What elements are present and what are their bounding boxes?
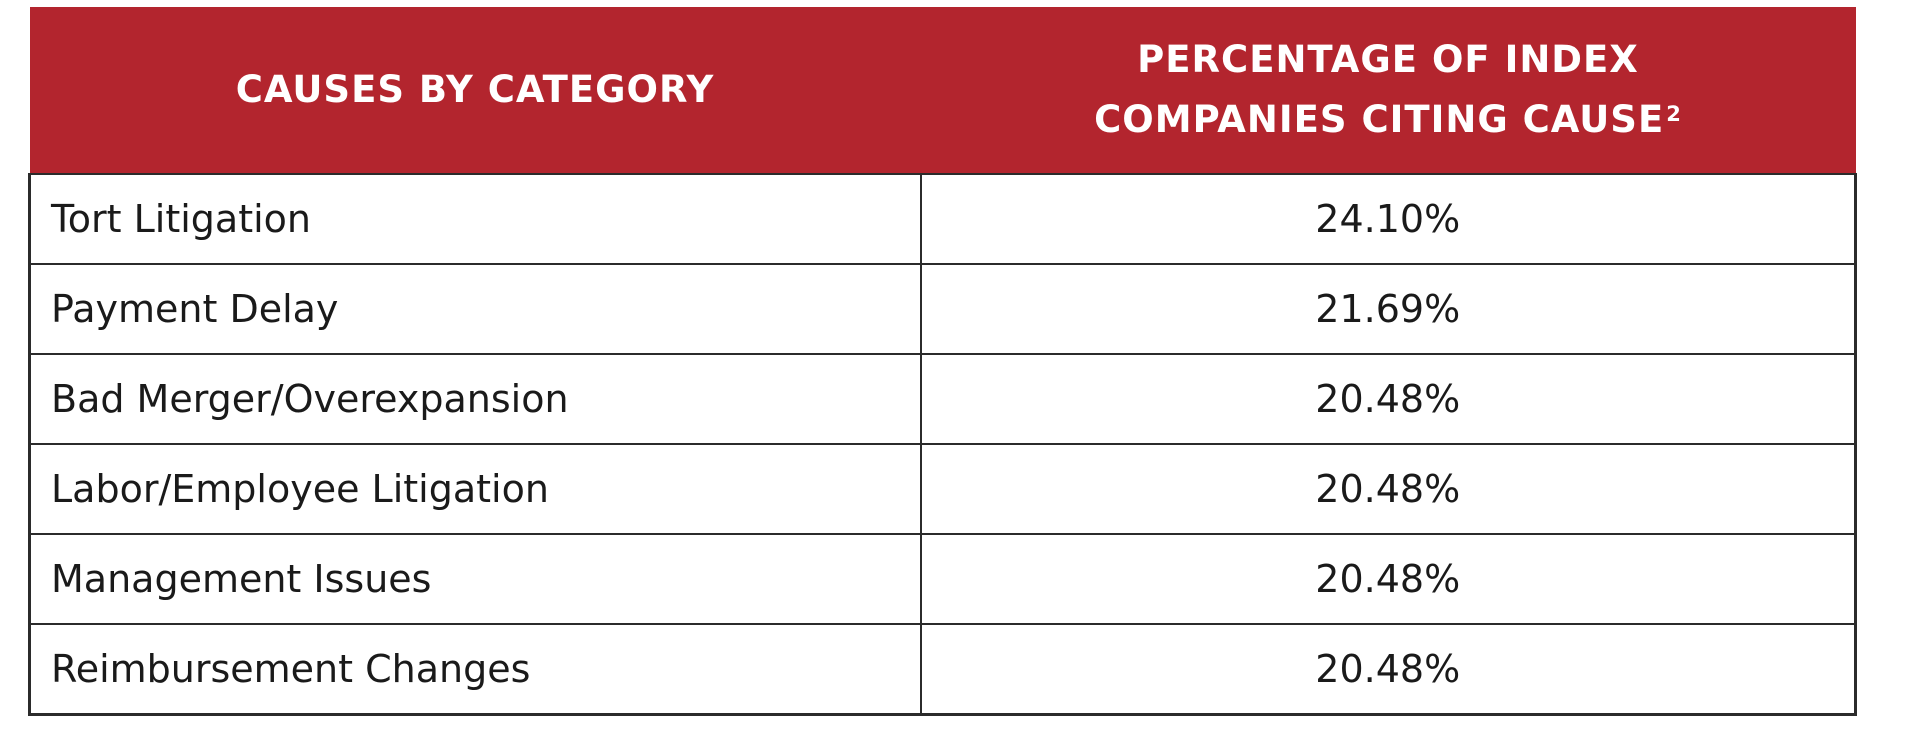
percent-cell: 20.48% <box>919 623 1857 716</box>
category-cell: Payment Delay <box>28 263 922 355</box>
percent-cell: 20.48% <box>919 533 1857 625</box>
header-row: CAUSES BY CATEGORY PERCENTAGE OF INDEX C… <box>29 7 1856 174</box>
percent-cell: 20.48% <box>919 443 1857 535</box>
table-row: Payment Delay 21.69% <box>28 263 1857 355</box>
table-row: Reimbursement Changes 20.48% <box>28 623 1857 716</box>
percent-cell: 24.10% <box>919 173 1857 265</box>
header-footnote-marker: 2 <box>1666 102 1682 126</box>
percent-cell: 21.69% <box>919 263 1857 355</box>
percent-cell: 20.48% <box>919 353 1857 445</box>
table-row: Labor/Employee Litigation 20.48% <box>28 443 1857 535</box>
header-col2-line2-text: COMPANIES CITING CAUSE <box>1094 98 1665 141</box>
category-cell: Tort Litigation <box>28 173 922 265</box>
causes-table-container: CAUSES BY CATEGORY PERCENTAGE OF INDEX C… <box>28 7 1857 716</box>
category-cell: Bad Merger/Overexpansion <box>28 353 922 445</box>
table-header: CAUSES BY CATEGORY PERCENTAGE OF INDEX C… <box>29 7 1856 174</box>
category-cell: Management Issues <box>28 533 922 625</box>
header-col2-line2: COMPANIES CITING CAUSE2 <box>921 90 1856 150</box>
category-cell: Reimbursement Changes <box>28 623 922 716</box>
table-row: Management Issues 20.48% <box>28 533 1857 625</box>
header-col1-text: CAUSES BY CATEGORY <box>235 68 715 111</box>
table-row: Bad Merger/Overexpansion 20.48% <box>28 353 1857 445</box>
causes-table: CAUSES BY CATEGORY PERCENTAGE OF INDEX C… <box>28 7 1857 716</box>
header-col2-line1: PERCENTAGE OF INDEX <box>1137 38 1639 81</box>
category-cell: Labor/Employee Litigation <box>28 443 922 535</box>
header-causes-by-category: CAUSES BY CATEGORY <box>29 7 921 174</box>
table-row: Tort Litigation 24.10% <box>28 173 1857 265</box>
header-percentage: PERCENTAGE OF INDEX COMPANIES CITING CAU… <box>920 7 1856 174</box>
table-body: Tort Litigation 24.10% Payment Delay 21.… <box>28 173 1857 716</box>
